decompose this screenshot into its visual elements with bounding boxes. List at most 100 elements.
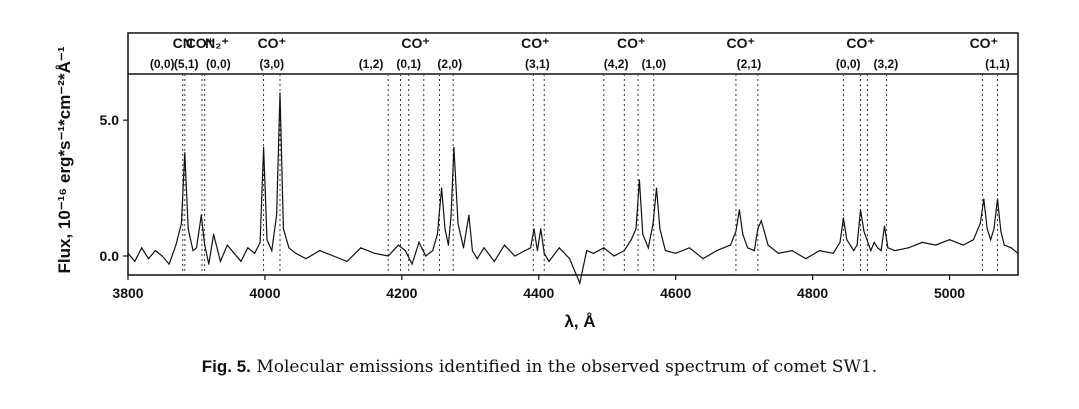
data-point (200, 214, 202, 216)
y-axis-ticks: 0.0 5.0 (100, 112, 128, 264)
data-point (450, 214, 452, 216)
x-tick-label: 4600 (660, 285, 691, 301)
caption-label: Fig. 5. (201, 357, 251, 376)
data-point (493, 260, 495, 263)
data-point (716, 249, 718, 252)
data-point (288, 247, 290, 249)
data-point (295, 252, 297, 254)
data-point (613, 255, 615, 257)
data-point (962, 244, 964, 246)
band-label: (3,2) (874, 57, 899, 71)
band-labels: (0,0) (5,1) (0,0) (3,0) (1,2) (0,1) (2,0) (3,1)… (150, 57, 1010, 71)
data-point (996, 198, 999, 200)
data-point (753, 249, 756, 252)
data-point (219, 260, 222, 263)
x-tick-label: 5000 (934, 285, 965, 301)
data-point (271, 249, 273, 252)
data-point (986, 228, 988, 230)
data-point (533, 228, 535, 230)
data-point (702, 258, 704, 260)
data-point (921, 241, 923, 244)
band-label: (0,0) (150, 57, 175, 71)
data-point (212, 233, 215, 235)
data-point (141, 247, 143, 249)
data-point (548, 260, 550, 263)
data-point (161, 255, 163, 257)
data-point (870, 249, 872, 252)
data-point (777, 252, 779, 254)
data-point (859, 209, 862, 211)
data-point (853, 249, 855, 252)
data-point (503, 244, 506, 246)
data-point (346, 260, 348, 263)
data-point (791, 249, 793, 252)
data-point (147, 258, 150, 260)
data-point (175, 244, 177, 246)
plot-frame (127, 32, 1019, 276)
data-point (592, 252, 595, 254)
data-point (688, 247, 690, 249)
data-point (204, 244, 206, 246)
molecule-label: CO⁺ (401, 35, 429, 51)
molecule-label: CO⁺ (617, 35, 645, 51)
data-point (540, 228, 542, 230)
data-point (735, 230, 737, 233)
data-point (655, 187, 658, 189)
data-point (447, 244, 449, 246)
data-point (457, 222, 459, 224)
data-point (623, 249, 625, 252)
data-point (462, 247, 465, 249)
x-axis-label: λ, Å (564, 312, 595, 331)
data-point (630, 239, 632, 241)
data-point (760, 220, 762, 222)
data-point (282, 228, 285, 230)
data-point (425, 255, 427, 257)
y-axis-label: Flux, 10⁻¹⁶ erg*s⁻¹*cm⁻²*Å⁻¹ (55, 46, 74, 273)
band-label: (0,0) (206, 57, 231, 71)
data-point (259, 241, 261, 244)
data-point (440, 187, 443, 189)
data-point (842, 217, 845, 219)
band-label: (1,2) (359, 57, 384, 71)
data-point (652, 222, 654, 224)
molecule-label: CO⁺ (521, 35, 549, 51)
data-point (746, 247, 749, 249)
band-label: (3,1) (525, 57, 550, 71)
data-point (1017, 252, 1019, 254)
data-point (880, 249, 882, 252)
data-point (642, 233, 644, 235)
data-point (935, 244, 937, 246)
data-point (233, 252, 235, 254)
data-point (319, 249, 321, 252)
data-point (863, 230, 865, 233)
molecule-label: CN (173, 35, 193, 51)
band-label: (2,1) (737, 57, 762, 71)
data-point (180, 222, 182, 224)
data-point (184, 152, 186, 154)
data-point (894, 249, 896, 252)
spectrum-chart: 3800 4000 4200 4400 4600 4800 5000 0.05.0 CN CO… (55, 32, 1019, 331)
data-point (873, 241, 875, 244)
data-point (254, 252, 256, 254)
data-point (972, 239, 975, 241)
x-tick-label: 4200 (386, 285, 417, 301)
data-point (742, 233, 744, 235)
data-point (305, 258, 307, 260)
data-point (805, 258, 807, 260)
band-label: (5,1) (174, 57, 199, 71)
x-axis-ticks: 3800 4000 4200 4400 4600 4800 5000 (112, 275, 965, 301)
data-point (436, 233, 439, 235)
data-point (275, 214, 278, 216)
data-point (877, 247, 879, 249)
data-point (1003, 244, 1005, 246)
data-point (524, 249, 526, 252)
data-point (839, 241, 841, 244)
data-point (675, 252, 677, 254)
data-point (240, 260, 242, 263)
data-point (411, 263, 413, 265)
caption-text: Molecular emissions identified in the ob… (256, 357, 878, 377)
data-point (1000, 230, 1002, 233)
data-point (127, 252, 129, 254)
data-point (476, 258, 478, 260)
molecule-label: CO⁺ (846, 35, 874, 51)
